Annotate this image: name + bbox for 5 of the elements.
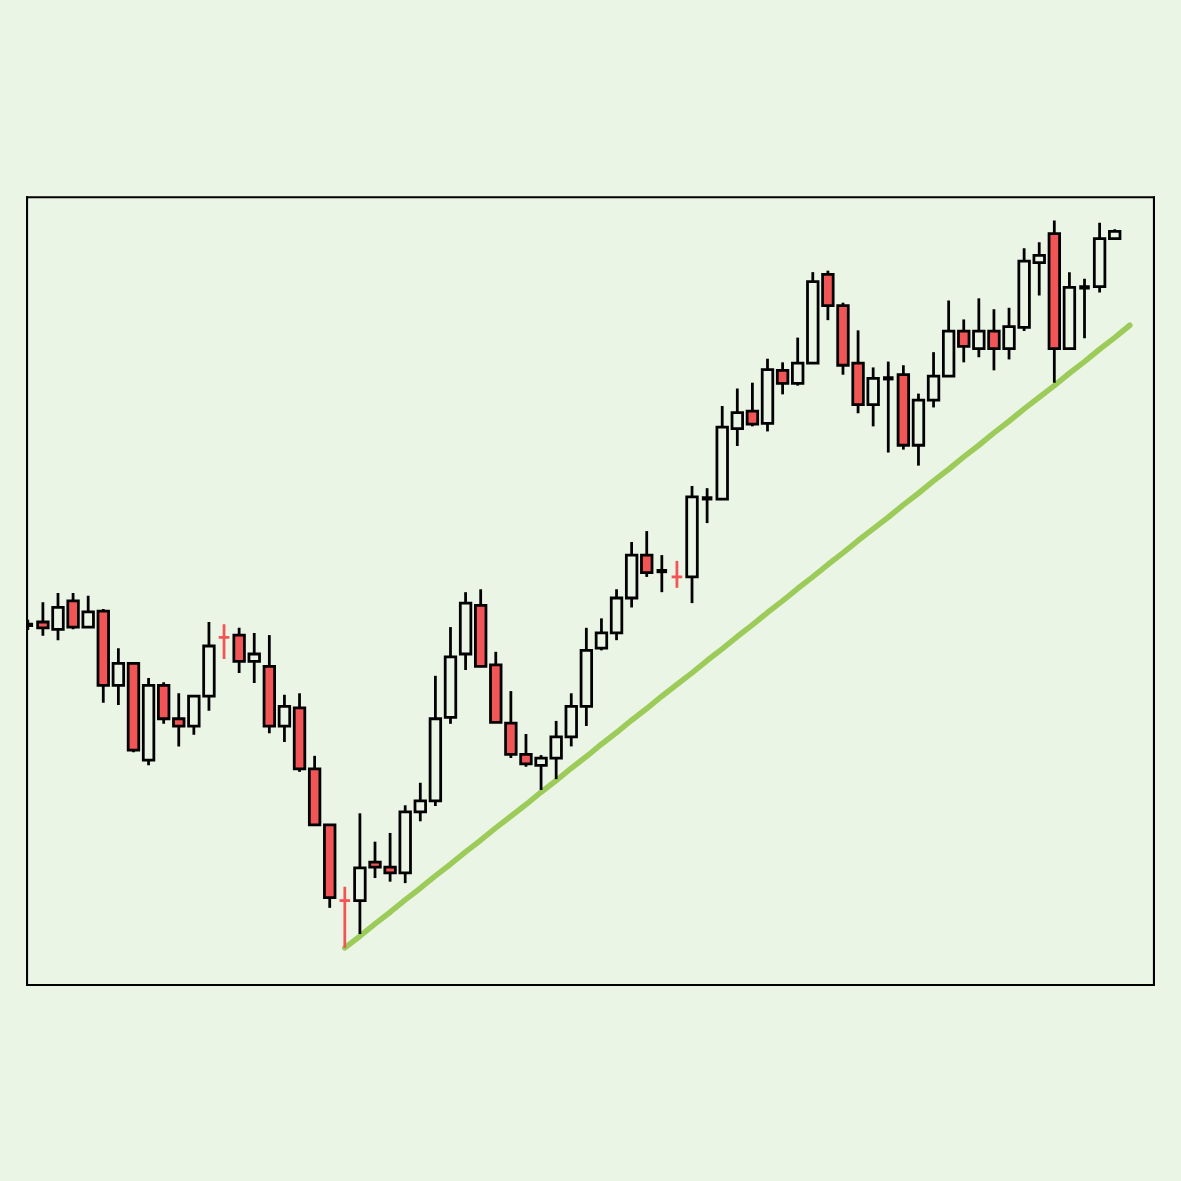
candlestick <box>701 486 713 525</box>
candlestick <box>217 622 231 661</box>
candlestick <box>338 885 352 950</box>
candlestick <box>882 360 894 454</box>
candlestick <box>656 553 668 594</box>
